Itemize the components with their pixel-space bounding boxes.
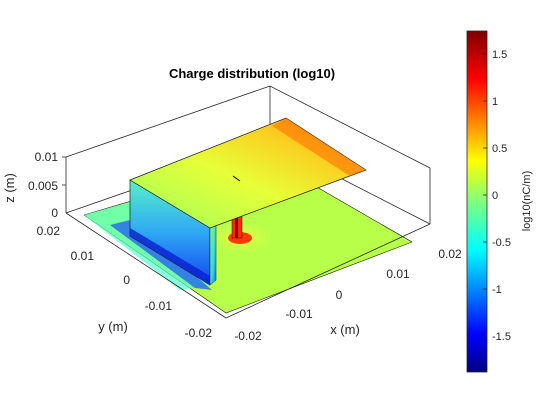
x-tick-label: 0.01 [386,267,410,281]
z-tick-label: 0.01 [35,150,59,164]
colorbar-tick-label: 0.5 [492,143,507,155]
colorbar-tick-label: -1.5 [492,331,511,343]
feed-post-core [235,216,238,238]
colorbar-ticks [483,53,487,337]
y-tick-label: 0.01 [71,249,95,263]
colorbar-tick-label: 0 [492,190,498,202]
wall-bottom-dark [130,228,210,285]
colorbar-tick-label: -1 [492,284,502,296]
z-tick-label: 0 [51,206,58,220]
top-patch [129,117,367,229]
z-axis-label: z (m) [2,173,17,203]
colorbar-label: log10(nC/m) [521,171,533,232]
x-axis-label: x (m) [330,322,360,337]
wall-right-face [209,224,217,286]
z-tick-label: 0.005 [28,179,58,193]
y-tick-label: -0.01 [145,299,173,313]
x-tick-label: 0.02 [438,247,462,261]
colorbar: 1.5 1 0.5 0 -0.5 -1 -1.5 log10(nC/m) [466,30,533,373]
chart-title: Charge distribution (log10) [169,66,335,81]
y-axis-line [65,212,227,319]
x-axis-line [225,223,431,319]
colorbar-tick-label: 1 [492,96,498,108]
colorbar-strip [466,30,488,373]
colorbar-tick-label: 1.5 [492,49,507,61]
y-tick-label: -0.02 [185,326,213,340]
x-axis: -0.02 -0.01 0 0.01 0.02 x (m) [234,247,462,343]
x-tick-label: -0.01 [285,307,313,321]
x-tick-label: 0 [336,288,343,302]
y-axis: 0.02 0.01 0 -0.01 -0.02 y (m) [37,224,213,340]
x-tick-label: -0.02 [234,329,262,343]
z-axis: 0 0.005 0.01 z (m) [2,150,66,220]
y-tick-label: 0.02 [37,224,61,238]
top-patch-far-edge [272,118,366,176]
y-tick-label: 0 [123,273,130,287]
top-patch-feed-mark [232,175,241,182]
colorbar-tick-label: -0.5 [492,237,511,249]
y-axis-label: y (m) [98,319,128,334]
axes-front [65,212,431,319]
